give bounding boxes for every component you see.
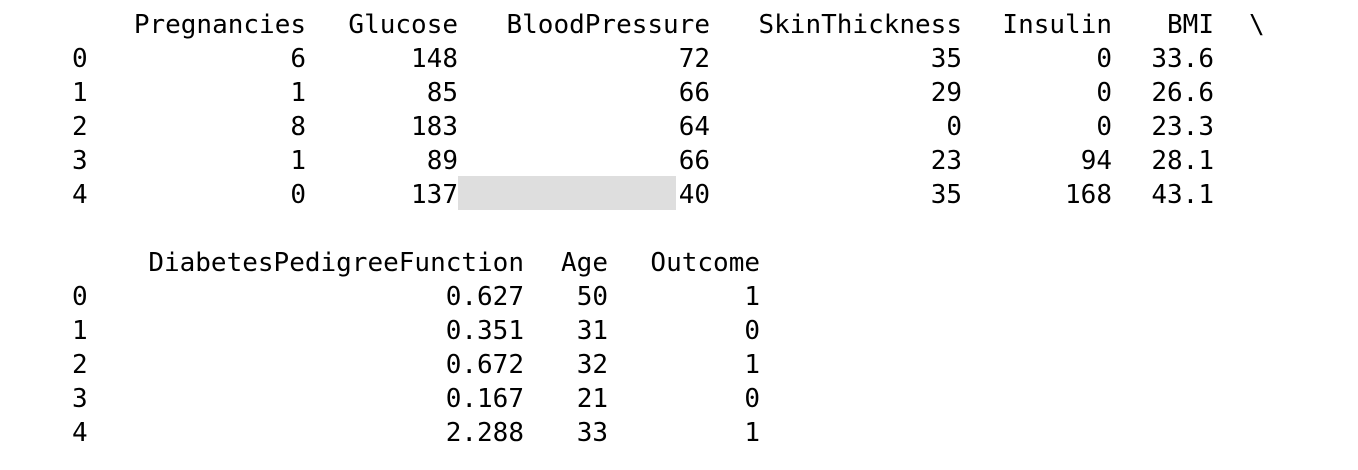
row-index: 4 xyxy=(72,180,88,210)
table-cell: 33.6 xyxy=(1151,44,1214,74)
column-header: Outcome xyxy=(650,248,760,278)
column-header: SkinThickness xyxy=(758,10,963,40)
selection-highlight xyxy=(458,176,676,210)
table-cell: 32 xyxy=(576,350,608,380)
column-header: BMI xyxy=(1167,10,1214,40)
table-cell: 35 xyxy=(930,44,962,74)
table-cell: 0.167 xyxy=(445,384,524,414)
table-cell: 137 xyxy=(411,180,458,210)
table-cell: 2.288 xyxy=(445,418,524,448)
table-cell: 1 xyxy=(744,282,760,312)
table-cell: 40 xyxy=(678,180,710,210)
column-header: DiabetesPedigreeFunction xyxy=(148,248,524,278)
row-index: 0 xyxy=(72,282,88,312)
table-cell: 1 xyxy=(744,350,760,380)
table-cell: 50 xyxy=(576,282,608,312)
table-cell: 31 xyxy=(576,316,608,346)
table-cell: 6 xyxy=(290,44,306,74)
table-cell: 64 xyxy=(678,112,710,142)
table-cell: 1 xyxy=(290,78,306,108)
column-header: Age xyxy=(561,248,608,278)
table-cell: 0 xyxy=(1096,78,1112,108)
row-index: 1 xyxy=(72,78,88,108)
table-cell: 66 xyxy=(678,146,710,176)
column-header: BloodPressure xyxy=(506,10,711,40)
row-index: 1 xyxy=(72,316,88,346)
row-index: 4 xyxy=(72,418,88,448)
table-cell: 0 xyxy=(1096,44,1112,74)
table-cell: 0 xyxy=(290,180,306,210)
table-cell: 148 xyxy=(411,44,458,74)
table-cell: 183 xyxy=(411,112,458,142)
column-header: Insulin xyxy=(1002,10,1112,40)
table-cell: 28.1 xyxy=(1151,146,1214,176)
line-continuation-marker: \ xyxy=(1249,10,1265,40)
table-cell: 29 xyxy=(930,78,962,108)
table-cell: 35 xyxy=(930,180,962,210)
table-cell: 0 xyxy=(1096,112,1112,142)
table-cell: 72 xyxy=(678,44,710,74)
column-header: Glucose xyxy=(348,10,458,40)
table-cell: 0.672 xyxy=(445,350,524,380)
table-cell: 0 xyxy=(946,112,962,142)
table-cell: 23.3 xyxy=(1151,112,1214,142)
row-index: 2 xyxy=(72,350,88,380)
table-cell: 168 xyxy=(1065,180,1112,210)
table-cell: 85 xyxy=(426,78,458,108)
table-cell: 21 xyxy=(576,384,608,414)
table-cell: 0.351 xyxy=(445,316,524,346)
table-cell: 1 xyxy=(290,146,306,176)
table-cell: 66 xyxy=(678,78,710,108)
table-cell: 23 xyxy=(930,146,962,176)
row-index: 3 xyxy=(72,146,88,176)
table-cell: 0 xyxy=(744,384,760,414)
table-cell: 0 xyxy=(744,316,760,346)
table-cell: 94 xyxy=(1080,146,1112,176)
row-index: 3 xyxy=(72,384,88,414)
row-index: 2 xyxy=(72,112,88,142)
table-cell: 1 xyxy=(744,418,760,448)
table-cell: 33 xyxy=(576,418,608,448)
table-cell: 43.1 xyxy=(1151,180,1214,210)
table-cell: 8 xyxy=(290,112,306,142)
column-header: Pregnancies xyxy=(133,10,306,40)
table-cell: 89 xyxy=(426,146,458,176)
table-cell: 26.6 xyxy=(1151,78,1214,108)
row-index: 0 xyxy=(72,44,88,74)
table-cell: 0.627 xyxy=(445,282,524,312)
